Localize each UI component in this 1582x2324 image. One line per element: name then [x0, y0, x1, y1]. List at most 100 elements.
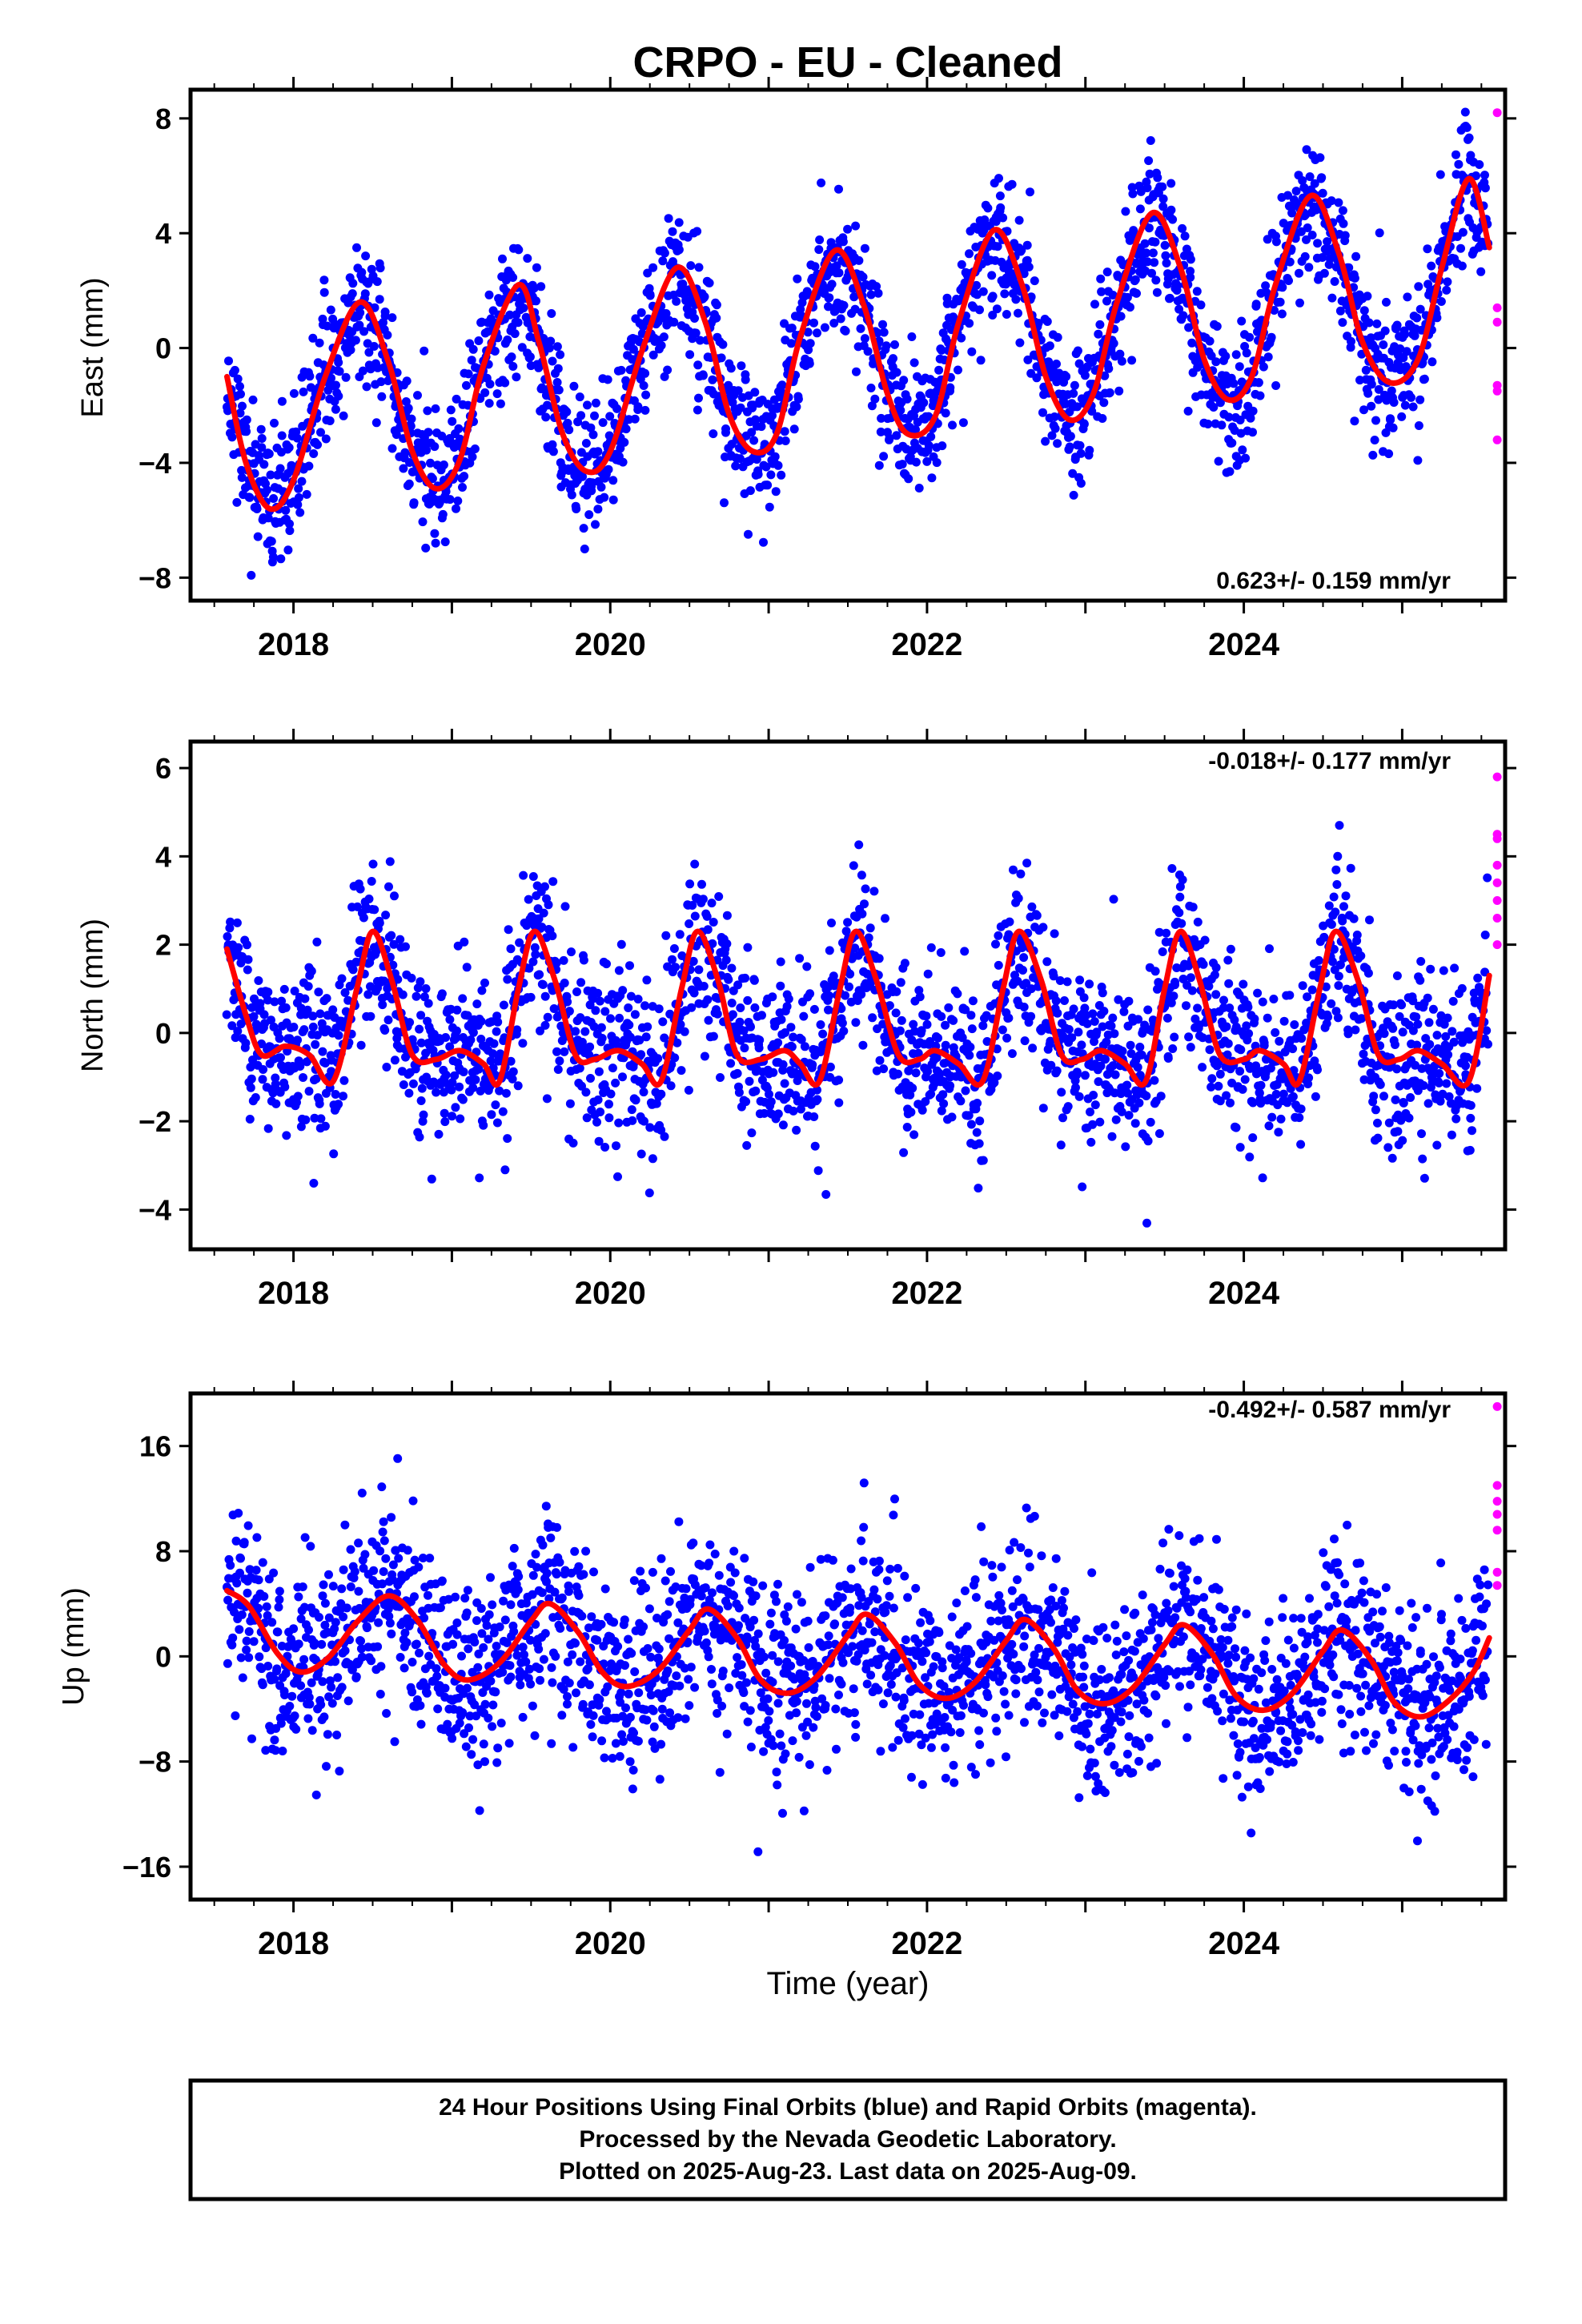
north-final-point — [630, 1010, 640, 1019]
east-final-point — [232, 497, 242, 507]
east-final-point — [759, 537, 768, 547]
east-panel-frame — [188, 87, 1508, 603]
east-final-point — [870, 394, 880, 404]
north-final-point — [1094, 1077, 1103, 1087]
north-final-point — [741, 1097, 751, 1107]
up-final-point — [307, 1678, 316, 1687]
north-final-point — [780, 1079, 789, 1088]
north-final-point — [1205, 1045, 1215, 1055]
north-x-tick-label: 2020 — [575, 1276, 646, 1311]
east-final-point — [372, 277, 382, 287]
north-final-point — [656, 1089, 666, 1099]
east-final-point — [1466, 151, 1476, 160]
north-final-point — [1327, 919, 1336, 929]
north-final-point — [1018, 943, 1027, 952]
north-final-point — [1223, 1039, 1233, 1048]
east-final-point — [360, 289, 370, 299]
east-final-point — [468, 452, 477, 461]
north-final-point — [593, 1095, 603, 1104]
north-final-point — [488, 1049, 497, 1059]
north-final-point — [340, 988, 350, 997]
north-final-point — [1375, 1080, 1385, 1089]
up-final-point — [235, 1625, 244, 1634]
north-final-point — [709, 918, 718, 927]
north-final-point — [614, 966, 624, 975]
north-final-point — [1026, 1011, 1036, 1021]
north-final-point — [1264, 1121, 1274, 1131]
north-final-point — [416, 977, 425, 987]
north-final-point — [703, 995, 713, 1004]
east-final-point — [402, 376, 412, 386]
east-final-point — [548, 356, 557, 366]
up-final-orbit-points — [223, 1454, 1493, 1856]
north-final-point — [1235, 1067, 1245, 1076]
east-final-point — [440, 537, 450, 547]
east-final-point — [873, 288, 883, 298]
east-final-point — [1347, 336, 1355, 346]
up-final-point — [238, 1673, 247, 1683]
north-final-point — [1384, 1118, 1394, 1128]
east-final-point — [357, 267, 367, 277]
east-final-point — [850, 304, 860, 314]
east-final-point — [326, 305, 335, 315]
north-final-point — [676, 1019, 685, 1029]
north-final-point — [592, 1117, 601, 1127]
north-final-point — [486, 1056, 496, 1066]
north-final-point — [633, 995, 643, 1004]
north-final-point — [299, 1025, 309, 1035]
north-final-point — [456, 1114, 465, 1124]
north-final-point — [416, 1096, 426, 1105]
north-final-point — [869, 887, 879, 896]
east-final-point — [448, 416, 457, 426]
north-final-point — [658, 1017, 668, 1027]
north-final-point — [1469, 988, 1479, 998]
east-final-point — [1045, 341, 1054, 351]
up-final-point — [287, 1691, 297, 1701]
east-final-point — [588, 430, 598, 440]
north-final-point — [1323, 1012, 1333, 1022]
north-final-point — [1251, 1061, 1261, 1071]
east-final-point — [744, 529, 753, 539]
east-final-point — [230, 365, 239, 375]
east-final-point — [1464, 133, 1474, 143]
north-final-point — [293, 1035, 302, 1045]
east-final-point — [1261, 281, 1271, 291]
east-rapid-point — [1492, 435, 1502, 444]
north-final-point — [492, 1118, 502, 1128]
north-final-point — [487, 1110, 496, 1120]
east-final-point — [247, 570, 256, 580]
north-final-point — [1296, 1104, 1306, 1114]
east-final-point — [770, 452, 780, 461]
east-final-point — [1079, 420, 1089, 429]
east-final-point — [358, 366, 367, 376]
east-final-point — [911, 424, 920, 434]
east-x-tick-label: 2020 — [575, 627, 646, 662]
north-final-point — [222, 1010, 231, 1019]
north-final-point — [600, 1007, 610, 1016]
north-final-point — [1363, 968, 1373, 978]
east-final-point — [253, 532, 263, 541]
north-final-point — [1080, 1071, 1090, 1080]
north-final-point — [407, 973, 416, 983]
east-final-point — [1116, 312, 1126, 321]
north-final-point — [290, 987, 299, 995]
east-final-point — [829, 319, 839, 328]
north-final-point — [1457, 983, 1467, 993]
east-final-point — [591, 520, 600, 529]
east-final-point — [757, 422, 766, 432]
east-final-point — [1066, 432, 1075, 441]
north-final-point — [1016, 869, 1026, 879]
north-final-point — [1432, 1140, 1442, 1150]
north-final-point — [909, 1130, 919, 1140]
east-final-point — [445, 495, 455, 505]
east-final-point — [1480, 171, 1489, 180]
north-final-point — [808, 1060, 817, 1069]
north-final-point — [1074, 1092, 1084, 1101]
east-final-point — [277, 396, 287, 406]
north-final-point — [936, 948, 946, 957]
north-final-point — [447, 1085, 456, 1095]
east-final-point — [1166, 205, 1176, 215]
north-final-point — [1238, 1084, 1247, 1094]
north-final-point — [1098, 1022, 1107, 1031]
north-final-point — [966, 1011, 976, 1020]
